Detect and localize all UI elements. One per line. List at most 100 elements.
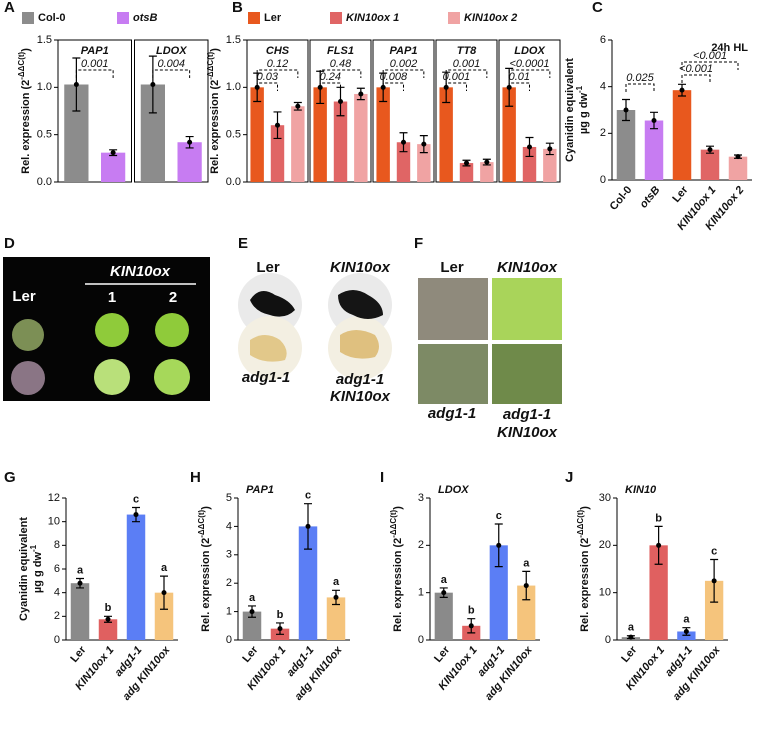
panel-letter: H [190, 469, 201, 486]
y-axis-label: Rel. expression (2-ΔΔC(t)) [197, 506, 212, 632]
legend-swatch [22, 12, 34, 24]
photo-label: Ler [256, 259, 280, 276]
x-tick-label: Ler [670, 184, 691, 205]
mean-dot [506, 84, 512, 90]
mean-dot [443, 84, 449, 90]
y-tick-label: 2 [54, 610, 60, 622]
bar [480, 162, 494, 182]
mean-dot [628, 634, 634, 640]
bar [434, 592, 453, 640]
legend-label: KIN10ox 2 [464, 12, 517, 24]
bar [459, 163, 474, 182]
photo-label: adg1-1 [336, 371, 384, 388]
p-value: <0.001 [693, 50, 727, 62]
mean-dot [623, 107, 629, 113]
y-tick-label: 10 [599, 587, 611, 599]
y-axis-label: µg g dw-1 [575, 85, 590, 134]
mean-dot [133, 512, 139, 518]
significance-bracket [681, 74, 711, 83]
bar [298, 526, 318, 640]
p-value: 0.004 [157, 58, 185, 70]
photo-label: adg1-1 [242, 369, 290, 386]
photo-label: 2 [169, 289, 177, 306]
y-label: Rel. expression (2 [200, 538, 212, 632]
panel-letter: A [4, 0, 15, 16]
bar [177, 142, 202, 182]
group-letter: a [628, 622, 635, 634]
group-letter: b [468, 605, 475, 617]
bar [354, 93, 368, 182]
mean-dot [711, 578, 717, 584]
chart-title: KIN10 [625, 484, 657, 496]
y-unit-sup: -1 [29, 544, 38, 552]
mean-dot [707, 147, 713, 153]
panel-letter: E [238, 235, 248, 252]
y-tick-label: 10 [48, 516, 60, 528]
bar [489, 545, 508, 640]
p-value: 0.001 [81, 58, 109, 70]
y-tick-label: 6 [54, 563, 60, 575]
photo-label: KIN10ox [497, 424, 558, 441]
group-letter: b [277, 609, 284, 621]
bar [644, 120, 664, 180]
legend-swatch [248, 12, 260, 24]
mean-dot [656, 542, 662, 548]
mean-dot [683, 628, 689, 634]
significance-bracket [445, 69, 488, 78]
mean-dot [275, 122, 280, 128]
mean-dot [110, 150, 116, 156]
y-label: Rel. expression (2 [392, 538, 404, 632]
bar [543, 148, 557, 182]
y-tick-label: 12 [48, 492, 60, 504]
photo-label: KIN10ox [497, 259, 558, 276]
y-tick-label: 1.0 [226, 81, 241, 93]
y-label-end: ) [200, 506, 212, 510]
y-tick-label: 30 [599, 492, 611, 504]
x-tick-label: otsB [638, 184, 663, 210]
x-tick-label: Ler [240, 644, 261, 665]
subpanel-title: PAP1 [81, 45, 109, 57]
bar [672, 90, 692, 180]
p-value: 0.002 [390, 58, 418, 70]
seedlings [340, 330, 379, 359]
group-letter: b [655, 512, 662, 524]
bar [242, 611, 262, 640]
group-letter: a [77, 564, 84, 576]
y-tick-label: 0.5 [226, 129, 241, 141]
y-label: Rel. expression (2 [20, 80, 32, 174]
y-tick-label: 1.0 [37, 81, 52, 93]
y-axis-label: Rel. expression (2-ΔΔC(t)) [576, 506, 591, 632]
y-label: Rel. expression (2 [209, 80, 221, 174]
legend-label: Ler [264, 12, 282, 24]
y-tick-label: 0 [600, 174, 606, 186]
y-label-end: ) [20, 48, 32, 52]
y-tick-label: 3 [418, 492, 424, 504]
y-label-sup: -ΔΔC(t) [389, 509, 398, 537]
significance-bracket [319, 82, 341, 91]
y-tick-label: 4 [600, 81, 606, 93]
bar [250, 87, 264, 182]
legend-swatch [330, 12, 342, 24]
subpanel-title: LDOX [514, 45, 545, 57]
chart-title: PAP1 [246, 484, 274, 496]
plant [94, 359, 130, 395]
photo-label: adg1-1 [503, 406, 551, 423]
mean-dot [547, 146, 553, 152]
group-letter: a [441, 574, 448, 586]
y-label: Rel. expression (2 [579, 538, 591, 632]
p-value: 0.12 [267, 58, 288, 70]
photo [418, 344, 488, 404]
y-tick-label: 0 [605, 634, 611, 646]
photo-panel-e: E Ler KIN10ox adg1-1 adg1-1 KIN10ox [238, 235, 392, 405]
y-label-sup: -ΔΔC(t) [17, 51, 26, 79]
photo-label: KIN10ox [110, 263, 171, 280]
y-tick-label: 6 [600, 34, 606, 46]
panel-letter: I [380, 469, 384, 486]
seedlings [338, 290, 383, 319]
y-tick-label: 0.0 [226, 176, 241, 188]
legend-swatch [117, 12, 129, 24]
significance-bracket [382, 69, 425, 78]
p-value: 0.24 [320, 71, 341, 83]
y-label-sup: -ΔΔC(t) [197, 509, 206, 537]
y-tick-label: 4 [54, 587, 60, 599]
